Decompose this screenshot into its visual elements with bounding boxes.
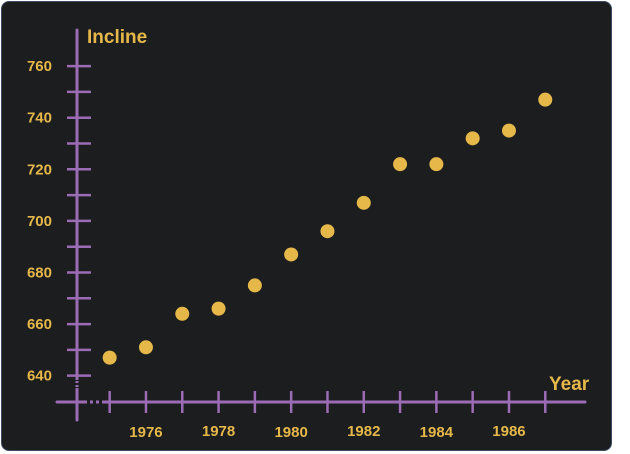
data-point	[429, 157, 444, 172]
y-tick-label: 660	[27, 316, 52, 333]
x-tick-label: 1984	[420, 424, 454, 441]
y-tick-label: 680	[27, 264, 52, 281]
x-tick-label: 1980	[274, 424, 307, 441]
x-tick-label: 1982	[347, 423, 380, 440]
y-tick-label: 740	[27, 110, 52, 127]
y-tick-label: 640	[27, 368, 52, 385]
data-point	[284, 247, 299, 262]
data-point	[247, 278, 262, 293]
tick-labels: 640 660 680 700 720 740 760 1976 1978 1980 1982 198…	[27, 58, 526, 441]
data-point	[393, 157, 408, 172]
y-axis-label: Incline	[87, 27, 147, 48]
ticks	[67, 64, 547, 413]
data-point	[175, 306, 190, 321]
axes	[55, 28, 587, 422]
x-tick-label: 1986	[492, 423, 525, 440]
chart-frame	[1, 1, 612, 451]
data-points	[102, 92, 553, 365]
data-point	[102, 350, 117, 365]
x-axis-label: Year	[549, 374, 590, 395]
x-tick-label: 1976	[129, 424, 162, 441]
data-point	[538, 92, 553, 107]
data-point	[465, 131, 480, 146]
x-tick-label: 1978	[202, 423, 235, 440]
data-point	[138, 340, 153, 355]
data-point	[211, 301, 226, 316]
data-point	[320, 224, 335, 239]
data-point	[356, 195, 371, 210]
y-tick-label: 760	[27, 58, 52, 75]
y-tick-label: 700	[27, 213, 52, 230]
y-tick-label: 720	[27, 161, 52, 178]
data-point	[501, 123, 516, 138]
